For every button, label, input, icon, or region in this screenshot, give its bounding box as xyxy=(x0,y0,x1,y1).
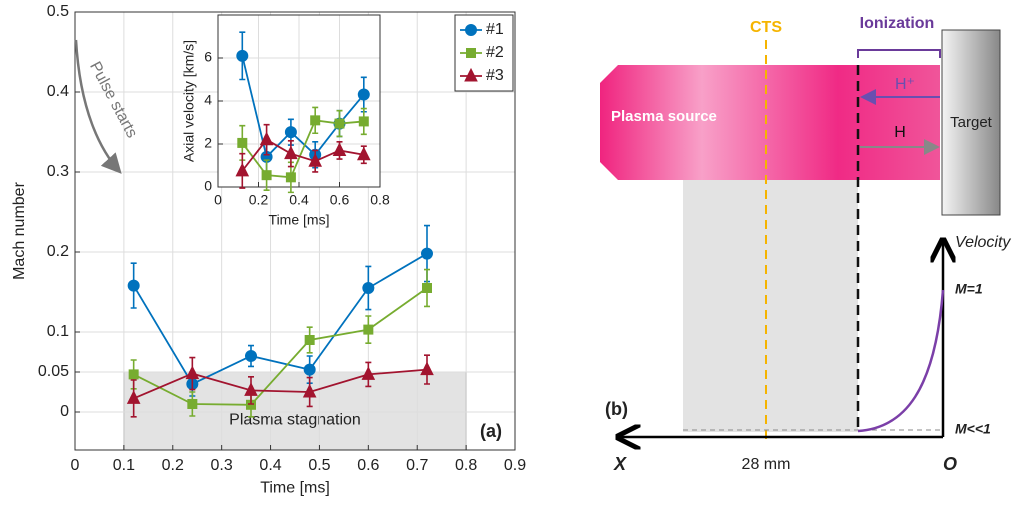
marker xyxy=(127,279,140,292)
axes-frame xyxy=(74,11,516,451)
y-tick-label: 0.05 xyxy=(38,363,69,380)
source-label: Plasma source xyxy=(611,108,717,125)
y-tick-label: 0 xyxy=(60,403,69,420)
marker xyxy=(361,366,376,380)
plasma-column xyxy=(600,65,940,180)
marker xyxy=(236,49,249,62)
y-tick-label: 0.3 xyxy=(47,163,69,180)
marker xyxy=(332,142,347,156)
marker xyxy=(420,361,434,376)
x-tick-label: 0.8 xyxy=(455,457,477,474)
marker xyxy=(466,48,476,58)
y-tick-label: 0 xyxy=(204,178,212,194)
y-tick-label: 2 xyxy=(204,135,212,151)
distance-label: 28 mm xyxy=(742,456,791,473)
x-axis-label: Time [ms] xyxy=(269,211,330,227)
y-tick-label: 4 xyxy=(204,92,212,108)
legend-label: #1 xyxy=(486,21,504,38)
marker xyxy=(261,170,272,181)
marker xyxy=(357,88,370,101)
marker xyxy=(285,172,296,183)
marker xyxy=(310,115,321,126)
x-tick-label: 0.2 xyxy=(162,457,184,474)
legend-label: #2 xyxy=(486,44,504,61)
marker xyxy=(245,350,257,362)
marker xyxy=(422,283,432,293)
marker xyxy=(185,365,200,380)
x-tick-label: 0.6 xyxy=(330,192,350,208)
x-tick-label: 0.8 xyxy=(370,192,390,208)
origin-label: O xyxy=(943,454,957,474)
x-axis-label: Time [ms] xyxy=(260,480,330,497)
x-tick-label: 0.9 xyxy=(504,457,526,474)
stagnation-region xyxy=(123,371,467,451)
marker xyxy=(334,118,345,129)
inset: 0 0.2 0.4 0.6 0.8 0 2 4 6 Time [ms] Axial velocity… xyxy=(181,14,390,227)
y-tick-label: 6 xyxy=(204,49,212,65)
marker xyxy=(284,145,298,160)
series-line xyxy=(133,287,428,406)
x-tick-label: 0.6 xyxy=(357,457,379,474)
marker xyxy=(304,335,315,345)
y-tick-label: 0.4 xyxy=(47,83,69,100)
marker xyxy=(235,162,250,177)
x-tick-label: 0.3 xyxy=(211,457,233,474)
marker xyxy=(303,363,316,376)
marker xyxy=(308,153,323,167)
y-axis-label: Mach number xyxy=(11,181,28,279)
pulse-arrow xyxy=(74,39,122,174)
series-line xyxy=(132,252,428,386)
region-label: Plasma stagnation xyxy=(229,412,361,429)
marker xyxy=(421,247,433,260)
stagnation-zone xyxy=(683,180,858,432)
y-axis-label: Axial velocity [km/s] xyxy=(181,40,197,162)
ionization-label: Ionization xyxy=(860,15,935,32)
y-tick-label: 0.2 xyxy=(47,243,69,260)
marker xyxy=(358,116,369,127)
source-label-text: Plasma source xyxy=(611,108,717,125)
panel-b: CTS Ionization H⁺ H Plasma source Target… xyxy=(600,15,1011,474)
marker xyxy=(128,369,139,380)
y-tick-label: 0.5 xyxy=(47,3,69,20)
marker xyxy=(464,67,478,82)
marker xyxy=(237,137,248,148)
panel-label: (b) xyxy=(605,399,628,419)
series-line xyxy=(133,368,428,400)
marker xyxy=(187,399,198,409)
axes-frame xyxy=(217,14,381,188)
marker xyxy=(465,24,477,36)
x-label: X xyxy=(613,454,627,474)
mlow-label: M<<1 xyxy=(955,421,991,437)
x-tick-label: 0 xyxy=(71,457,80,474)
panel-label: (a) xyxy=(480,421,502,441)
marker xyxy=(356,146,371,161)
velocity-label: Velocity xyxy=(955,234,1011,251)
x-tick-label: 0.7 xyxy=(406,457,428,474)
x-tick-label: 0.2 xyxy=(249,192,269,208)
marker xyxy=(126,390,141,404)
h-plus-label: H⁺ xyxy=(895,76,915,93)
marker xyxy=(244,382,258,396)
marker xyxy=(363,324,374,335)
y-tick-label: 0.1 xyxy=(47,323,69,340)
velocity-curve xyxy=(857,289,945,433)
ionization-bracket xyxy=(857,49,941,58)
marker xyxy=(284,126,297,139)
h-label: H xyxy=(894,124,906,141)
x-tick-label: 0.5 xyxy=(308,457,330,474)
legend-label: #3 xyxy=(486,67,504,84)
x-tick-label: 0.4 xyxy=(259,457,281,474)
target-label: Target xyxy=(950,114,993,131)
x-tick-label: 0.4 xyxy=(289,192,309,208)
marker xyxy=(362,282,375,294)
m1-label: M=1 xyxy=(955,281,983,297)
cts-label: CTS xyxy=(750,19,782,36)
legend: #1 #2 #3 xyxy=(454,14,514,92)
marker xyxy=(302,383,317,398)
x-tick-label: 0 xyxy=(214,192,222,208)
marker xyxy=(259,131,274,146)
x-tick-label: 0.1 xyxy=(113,457,135,474)
target-box xyxy=(941,29,1001,216)
